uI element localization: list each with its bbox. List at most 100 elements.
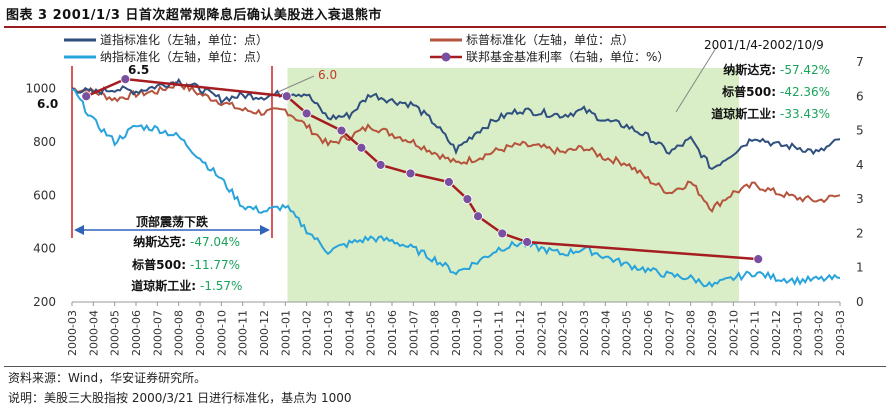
bear-period-value-1: -42.36% (780, 85, 830, 99)
series-layer (71, 74, 841, 288)
legend-label-nasdaq: 纳指标准化（左轴，单位：点） (100, 49, 268, 64)
top-period-label-1: 标普500: (131, 257, 186, 272)
explanation-note: 说明：美股三大股指按 2000/3/21 日进行标准化，基点为 1000 (8, 391, 352, 405)
x-tick-label: 2002-02 (557, 310, 570, 356)
x-tick-label: 2002-05 (621, 310, 634, 356)
y-right-tick: 5 (856, 124, 864, 138)
x-tick-label: 2002-08 (685, 310, 698, 356)
legend-label-dow: 道指标准化（左轴，单位：点） (100, 32, 268, 47)
x-tick-label: 2000-12 (258, 310, 271, 356)
fed-rate-point (356, 142, 367, 153)
x-tick-label: 2000-08 (173, 310, 186, 356)
title-rule (4, 26, 886, 28)
top-period-annotation: 顶部震荡下跌 纳斯达克: -47.04% 标普500: -11.77% 道琼斯工… (74, 214, 270, 293)
x-tick-label: 2003-01 (791, 310, 804, 356)
x-tick-label: 2002-06 (642, 310, 655, 356)
y-right-tick: 7 (856, 55, 864, 69)
legend-item-sp: 标普标准化（左轴，单位：点） (430, 32, 634, 47)
fed-rate-point (462, 194, 473, 205)
legend-item-nasdaq: 纳指标准化（左轴，单位：点） (64, 49, 268, 64)
series-line-nasdaq (71, 88, 841, 288)
bear-period-label-2: 道琼斯工业: (711, 106, 776, 121)
x-tick-label: 2001-05 (365, 310, 378, 356)
fed-rate-point (375, 159, 386, 170)
fed-rate-point (301, 108, 312, 119)
chart-area: 200 400 600 800 1000 0 1 2 3 4 5 6 7 2000-03 2000-04 20… (25, 32, 863, 356)
x-tick-label: 2002-11 (749, 310, 762, 356)
footer-rule (4, 366, 886, 367)
x-tick-label: 2001-06 (386, 310, 399, 356)
bear-period-value-2: -33.43% (780, 107, 830, 121)
fed-rate-point (473, 211, 483, 222)
y-right-tick: 0 (856, 295, 864, 309)
fed-rate-point (120, 74, 131, 85)
x-tick-label: 2002-09 (706, 310, 719, 356)
x-tick-label: 2000-10 (215, 310, 228, 356)
x-tick-label: 2002-03 (578, 310, 591, 356)
bear-period-title: 2001/1/4-2002/10/9 (704, 38, 824, 52)
fed-rate-point (522, 237, 533, 247)
x-tick-label: 2002-12 (770, 310, 783, 356)
x-tick-label: 2000-09 (194, 310, 207, 356)
legend-item-dow: 道指标准化（左轴，单位：点） (64, 32, 268, 47)
x-tick-label: 2001-12 (514, 310, 527, 356)
bear-period-annotation: 2001/1/4-2002/10/9 纳斯达克: -57.42% 标普500: … (675, 38, 830, 121)
top-period-label-0: 纳斯达克: (133, 234, 186, 249)
x-tick-label: 2001-10 (471, 310, 484, 356)
bear-period-shade (287, 68, 740, 302)
x-tick-label: 2002-04 (599, 310, 612, 356)
annotation-rate-6-5: 6.5 (128, 63, 149, 77)
annotation-leader-6-0 (277, 75, 315, 93)
x-tick-label: 2002-01 (535, 310, 548, 356)
chart-title: 图表 3 2001/1/3 日首次超常规降息后确认美股进入衰退熊市 (6, 8, 382, 23)
x-tick-label: 2000-06 (130, 310, 143, 356)
x-tick-label: 2001-09 (450, 310, 463, 356)
fed-rate-point (753, 254, 764, 265)
y-left-tick: 400 (33, 242, 56, 256)
x-tick-label: 2001-03 (322, 310, 335, 356)
y-left-tick: 200 (33, 295, 56, 309)
fed-rate-point (443, 177, 454, 187)
fed-rate-point (336, 125, 347, 136)
bear-period-value-0: -57.42% (780, 63, 830, 77)
source-note: 资料来源：Wind，华安证券研究所。 (8, 371, 207, 385)
fed-rate-point (281, 91, 292, 102)
y-right-tick: 3 (856, 192, 864, 206)
series-line-dow (71, 77, 841, 171)
fed-rate-point (405, 168, 416, 179)
x-tick-label: 2000-11 (237, 310, 250, 356)
y-right-tick: 1 (856, 261, 864, 275)
y-right-tick: 6 (856, 89, 864, 103)
y-left-tick: 600 (33, 188, 56, 202)
bear-period-leader (675, 47, 717, 113)
x-tick-label: 2001-04 (343, 310, 356, 356)
y-left-tick: 1000 (25, 82, 56, 96)
y-left-tick: 800 (33, 135, 56, 149)
fed-rate-point (497, 228, 508, 239)
x-tick-label: 2001-07 (407, 310, 420, 356)
fed-rate-point (81, 91, 92, 102)
axes: 200 400 600 800 1000 0 1 2 3 4 5 6 7 2000-03 2000-04 20… (25, 55, 863, 356)
top-period-value-1: -11.77% (190, 258, 240, 272)
x-tick-label: 2003-03 (834, 310, 847, 356)
x-tick-label: 2002-07 (663, 310, 676, 356)
legend-label-sp: 标普标准化（左轴，单位：点） (466, 32, 634, 47)
x-tick-label: 2001-11 (493, 310, 506, 356)
x-tick-label: 2001-08 (429, 310, 442, 356)
top-period-value-2: -1.57% (200, 279, 242, 293)
x-tick-label: 2000-07 (151, 310, 164, 356)
x-tick-label: 2002-10 (727, 310, 740, 356)
y-right-tick: 2 (856, 226, 864, 240)
top-period-title: 顶部震荡下跌 (136, 214, 209, 229)
top-period-value-0: -47.04% (190, 235, 240, 249)
legend: 道指标准化（左轴，单位：点） 纳指标准化（左轴，单位：点） 标普标准化（左轴，单… (64, 32, 669, 64)
annotation-rate-6-0-left: 6.0 (37, 97, 58, 111)
top-period-label-2: 道琼斯工业: (131, 278, 196, 293)
x-tick-label: 2001-02 (301, 310, 314, 356)
legend-label-fed: 联邦基金基准利率（右轴，单位：%） (466, 49, 669, 64)
x-tick-label: 2003-02 (813, 310, 826, 356)
annotation-rate-6-0-cut: 6.0 (318, 68, 337, 82)
bear-period-label-1: 标普500: (721, 84, 776, 99)
x-tick-label: 2000-04 (87, 310, 100, 356)
